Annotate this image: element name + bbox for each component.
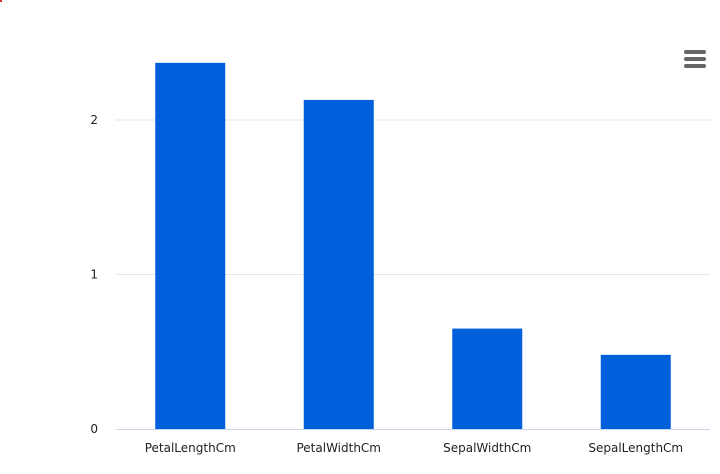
corner-marker bbox=[0, 0, 2, 2]
y-tick-label: 1 bbox=[90, 268, 98, 282]
chart-menu-button[interactable] bbox=[680, 46, 710, 72]
x-category-label: SepalWidthCm bbox=[443, 441, 531, 455]
y-tick-label: 0 bbox=[90, 422, 98, 436]
hamburger-menu-icon-bar bbox=[684, 64, 706, 68]
bars bbox=[155, 62, 671, 430]
y-tick-label: 2 bbox=[90, 113, 98, 127]
x-category-label: SepalLengthCm bbox=[588, 441, 683, 455]
x-category-label: PetalWidthCm bbox=[296, 441, 381, 455]
bar-petallengthcm[interactable] bbox=[155, 62, 226, 430]
x-axis-categories: PetalLengthCm PetalWidthCm SepalWidthCm Sep… bbox=[145, 441, 683, 455]
bar-petalwidthcm[interactable] bbox=[303, 99, 374, 429]
hamburger-menu-icon bbox=[684, 50, 706, 54]
y-axis-ticks: 0 1 2 bbox=[90, 113, 98, 436]
hamburger-menu-icon-bar bbox=[684, 57, 706, 61]
x-category-label: PetalLengthCm bbox=[145, 441, 236, 455]
bar-sepalwidthcm[interactable] bbox=[452, 328, 523, 429]
bar-sepallengthcm[interactable] bbox=[600, 354, 671, 429]
